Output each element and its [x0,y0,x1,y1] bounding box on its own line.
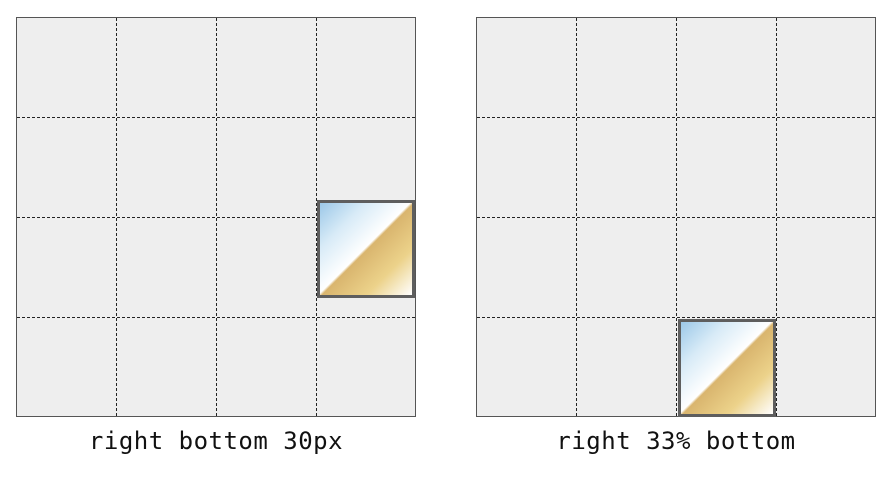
grid-line-horizontal [477,217,875,218]
positioning-area [16,17,416,417]
demo-right-bottom-30px: right bottom 30px [16,17,416,455]
positioning-area [476,17,876,417]
demo-caption: right bottom 30px [88,427,344,455]
background-image-tile [678,319,776,417]
grid-line-horizontal [17,217,415,218]
demo-right-33-bottom: right 33% bottom [476,17,876,455]
grid-line-horizontal [477,317,875,318]
demo-caption: right 33% bottom [556,427,796,455]
grid-line-horizontal [17,317,415,318]
background-image-tile [317,200,415,298]
grid-line-horizontal [17,117,415,118]
grid-line-horizontal [477,117,875,118]
